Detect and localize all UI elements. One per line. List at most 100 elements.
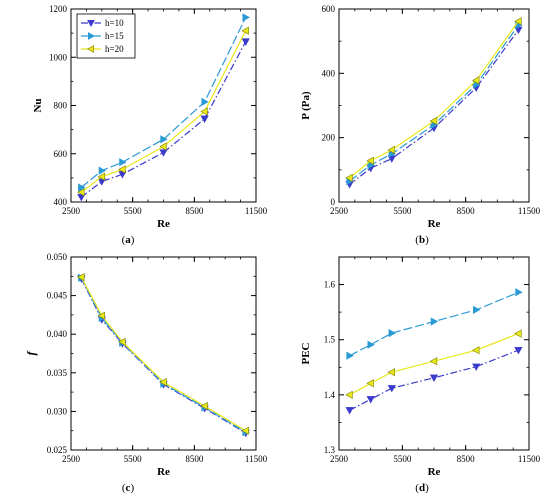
x-tick-label: 2500 bbox=[62, 454, 81, 464]
legend: h=10 h=15 h=20 bbox=[76, 13, 136, 59]
series-h=20 bbox=[77, 26, 249, 197]
x-tick-label: 2500 bbox=[62, 206, 81, 216]
legend-label: h=20 bbox=[105, 44, 124, 54]
legend-label: h=10 bbox=[105, 18, 124, 28]
y-tick-label: 0.035 bbox=[47, 368, 68, 378]
data-point bbox=[118, 165, 126, 174]
legend-label: h=15 bbox=[105, 31, 124, 41]
data-point bbox=[471, 76, 480, 85]
data-point bbox=[78, 183, 86, 192]
legend-marker bbox=[86, 45, 94, 53]
y-tick-label: 0 bbox=[331, 197, 336, 207]
data-point bbox=[346, 351, 354, 360]
y-tick-label: 0.040 bbox=[47, 329, 68, 339]
series-line bbox=[349, 291, 519, 357]
panel-caption: (d) bbox=[415, 482, 429, 494]
plot-frame bbox=[338, 256, 530, 451]
data-point bbox=[366, 156, 374, 165]
data-point bbox=[366, 396, 375, 404]
panel-letter: d bbox=[419, 482, 425, 494]
series-h=10 bbox=[77, 38, 250, 202]
data-point bbox=[388, 328, 397, 338]
data-point bbox=[77, 272, 85, 282]
x-tick-label: 11500 bbox=[518, 206, 541, 216]
x-tick-label: 8500 bbox=[185, 206, 204, 216]
data-point bbox=[430, 317, 439, 326]
x-tick-label: 11500 bbox=[518, 454, 541, 464]
panel-caption: (c) bbox=[122, 482, 135, 494]
data-point bbox=[241, 38, 250, 46]
legend-marker bbox=[88, 32, 96, 40]
data-point bbox=[242, 13, 250, 22]
y-axis-title: f bbox=[24, 351, 38, 356]
series-line bbox=[80, 276, 247, 432]
panel-letter: b bbox=[419, 234, 425, 246]
series-line bbox=[80, 30, 247, 193]
y-tick-label: 0.045 bbox=[47, 291, 68, 301]
panel-caption: (b) bbox=[415, 234, 429, 246]
data-point bbox=[345, 390, 353, 400]
panel-letter: c bbox=[126, 482, 131, 494]
series-line bbox=[80, 278, 247, 434]
data-point bbox=[159, 149, 168, 157]
y-tick-label: 600 bbox=[54, 149, 68, 159]
data-point bbox=[515, 288, 523, 297]
series-h=15 bbox=[78, 13, 250, 192]
x-tick-label: 5500 bbox=[393, 454, 412, 464]
data-point bbox=[366, 379, 374, 388]
data-point bbox=[429, 116, 438, 126]
data-point bbox=[119, 158, 127, 167]
x-tick-label: 5500 bbox=[124, 454, 143, 464]
data-point bbox=[345, 173, 353, 183]
data-point bbox=[241, 426, 249, 435]
data-point bbox=[387, 385, 396, 393]
x-tick-label: 8500 bbox=[457, 206, 476, 216]
y-tick-label: 1.6 bbox=[324, 280, 336, 290]
y-tick-label: 800 bbox=[54, 101, 68, 111]
data-point bbox=[472, 363, 481, 371]
data-point bbox=[98, 166, 107, 175]
y-tick-label: 0.050 bbox=[47, 252, 68, 262]
x-tick-label: 8500 bbox=[457, 454, 476, 464]
data-point bbox=[97, 172, 105, 181]
x-axis-title: Re bbox=[157, 466, 170, 478]
data-point bbox=[159, 377, 167, 387]
x-tick-label: 5500 bbox=[393, 206, 412, 216]
series-line bbox=[349, 20, 519, 179]
series-line bbox=[349, 29, 519, 185]
data-point bbox=[429, 357, 438, 366]
data-point bbox=[241, 26, 249, 35]
series-line bbox=[80, 277, 247, 433]
series-h=10 bbox=[345, 346, 523, 415]
legend-marker bbox=[87, 19, 95, 28]
y-axis-title: Nu bbox=[32, 98, 44, 112]
series-h=10 bbox=[77, 275, 250, 438]
data-point bbox=[97, 311, 105, 320]
chart-panel-a: 2500 5500 8500 11500 400 600 800 1000 1200 Re Nu h=… bbox=[32, 4, 268, 246]
series-line bbox=[80, 41, 247, 198]
data-point bbox=[159, 142, 167, 151]
x-tick-label: 8500 bbox=[185, 454, 204, 464]
data-point bbox=[429, 374, 439, 383]
x-axis-title: Re bbox=[428, 466, 441, 478]
y-tick-label: 1.5 bbox=[324, 335, 336, 345]
data-point bbox=[200, 401, 208, 411]
y-tick-label: 0.025 bbox=[47, 445, 68, 455]
y-tick-label: 400 bbox=[54, 197, 68, 207]
y-tick-label: 1000 bbox=[49, 52, 68, 62]
x-tick-label: 11500 bbox=[245, 206, 268, 216]
x-axis-title: Re bbox=[157, 218, 170, 230]
data-point bbox=[77, 188, 85, 197]
y-axis-title: PEC bbox=[300, 342, 312, 364]
series-line bbox=[349, 349, 519, 411]
series-h=20 bbox=[345, 17, 522, 183]
y-tick-label: 600 bbox=[322, 4, 336, 14]
x-tick-label: 5500 bbox=[124, 206, 143, 216]
x-tick-label: 2500 bbox=[330, 206, 349, 216]
y-tick-label: 1.4 bbox=[324, 390, 336, 400]
data-point bbox=[200, 107, 208, 116]
series-h=20 bbox=[345, 329, 522, 400]
data-point bbox=[471, 346, 480, 355]
chart-panel-b: 2500 5500 8500 11500 0 200 400 600 Re P (Pa) (b) bbox=[300, 4, 541, 246]
data-point bbox=[472, 305, 481, 315]
